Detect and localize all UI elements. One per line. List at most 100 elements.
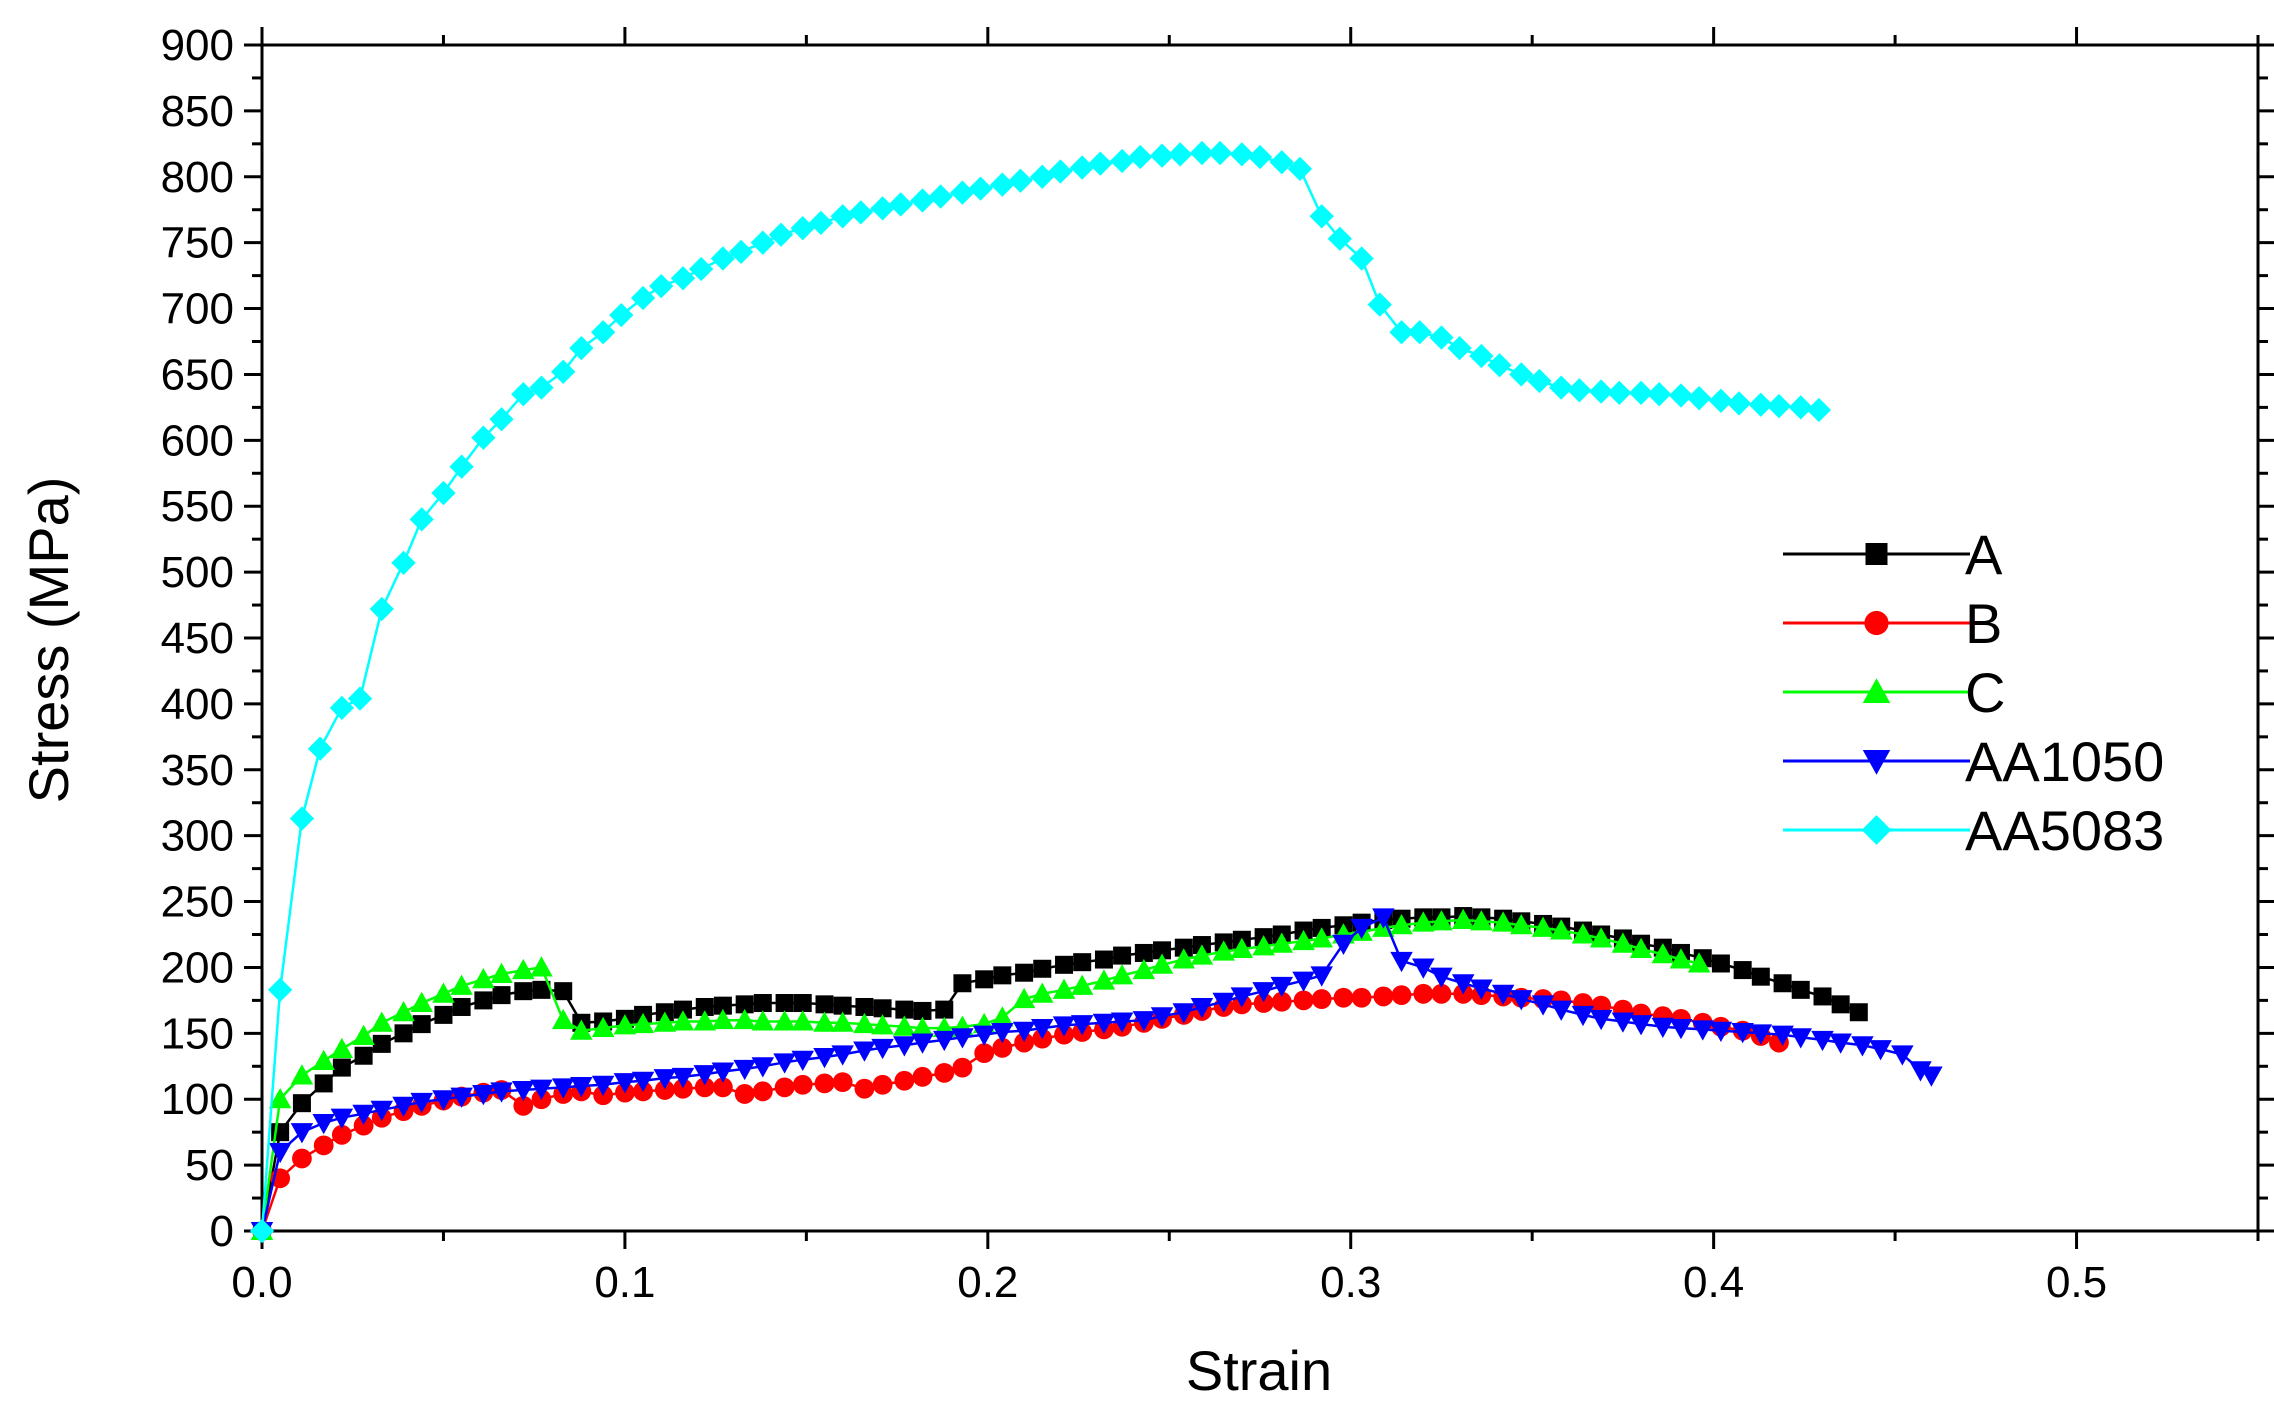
data-point-a <box>1015 963 1034 982</box>
data-point-a <box>1773 974 1792 993</box>
data-point-a <box>895 1000 914 1019</box>
data-point-aa5083 <box>1008 168 1033 193</box>
data-point-aa5083 <box>968 176 993 201</box>
data-point-aa1050 <box>290 1123 314 1144</box>
data-point-aa1050 <box>1669 1019 1693 1040</box>
data-point-aa1050 <box>653 1069 677 1090</box>
data-point-aa5083 <box>848 200 873 225</box>
data-point-c <box>853 1012 876 1034</box>
data-point-c <box>1531 916 1555 937</box>
data-point-aa5083 <box>630 285 656 311</box>
data-point-b <box>1014 1032 1035 1053</box>
legend-item-aa1050: AA1050 <box>1783 730 2164 793</box>
data-point-aa5083 <box>609 302 634 328</box>
y-tick-label: 500 <box>161 548 234 597</box>
data-point-aa1050 <box>512 1080 535 1102</box>
data-point-aa5083 <box>1207 140 1233 166</box>
data-point-c <box>693 1010 716 1031</box>
data-point-a <box>975 970 994 989</box>
data-point-c <box>1252 935 1275 956</box>
data-point-a <box>793 994 812 1013</box>
x-tick-label: 0.2 <box>957 1258 1018 1307</box>
y-axis-title: Stress (MPa) <box>17 477 80 804</box>
data-point-aa5083 <box>1806 397 1832 423</box>
y-tick-label: 50 <box>185 1141 234 1190</box>
data-point-b <box>1373 986 1394 1007</box>
y-tick-label: 450 <box>161 614 234 663</box>
data-point-aa5083 <box>1788 395 1813 420</box>
y-tick-label: 550 <box>161 482 234 531</box>
data-point-aa1050 <box>1531 995 1555 1016</box>
data-point-aa5083 <box>1327 226 1352 251</box>
data-point-b <box>1333 987 1354 1008</box>
data-point-aa1050 <box>1611 1012 1635 1033</box>
data-point-aa5083 <box>409 507 434 532</box>
data-point-c <box>1611 932 1635 953</box>
data-point-aa1050 <box>1270 976 1294 998</box>
data-point-aa5083 <box>590 320 616 345</box>
data-point-aa1050 <box>472 1084 495 1106</box>
data-point-b <box>1413 983 1434 1004</box>
data-point-aa5083 <box>1189 140 1215 166</box>
data-point-aa1050 <box>1132 1011 1156 1032</box>
data-point-b <box>974 1043 995 1063</box>
data-point-aa5083 <box>1229 142 1255 167</box>
data-point-a <box>1153 941 1172 960</box>
data-point-aa5083 <box>990 172 1015 197</box>
data-point-aa5083 <box>1549 375 1574 400</box>
data-point-aa5083 <box>431 480 456 506</box>
data-point-aa1050 <box>1052 1016 1076 1037</box>
data-point-aa1050 <box>1350 918 1373 940</box>
data-point-aa1050 <box>1031 1019 1054 1040</box>
data-point-aa5083 <box>1407 320 1432 345</box>
x-tick-label: 0.5 <box>2046 1258 2107 1307</box>
data-point-a <box>855 997 874 1016</box>
data-point-a <box>1813 987 1832 1006</box>
data-point-b <box>1293 990 1314 1011</box>
data-point-b <box>774 1077 795 1098</box>
data-point-a <box>775 994 794 1013</box>
x-tick-label: 0.1 <box>594 1258 655 1307</box>
series-c <box>250 908 1711 1240</box>
data-point-aa1050 <box>1470 979 1493 1000</box>
y-tick-label: 200 <box>161 943 234 992</box>
data-point-aa5083 <box>1527 368 1552 394</box>
data-point-b <box>654 1080 675 1100</box>
data-point-c <box>530 956 553 977</box>
data-point-a <box>1751 967 1770 986</box>
legend-marker-b <box>1864 610 1889 636</box>
data-point-aa1050 <box>631 1071 655 1093</box>
data-point-b <box>992 1037 1013 1058</box>
data-point-c <box>1150 953 1174 974</box>
data-point-c <box>751 1010 775 1031</box>
legend-item-c: C <box>1783 661 2005 724</box>
data-point-aa1050 <box>773 1053 796 1074</box>
data-point-c <box>432 982 455 1003</box>
data-point-aa5083 <box>808 210 834 236</box>
data-point-a <box>815 995 834 1014</box>
legend-item-aa5083: AA5083 <box>1783 799 2164 862</box>
legend-label-a: A <box>1965 523 2003 586</box>
data-point-c <box>1172 948 1196 969</box>
data-point-aa5083 <box>1708 388 1734 413</box>
data-point-aa1050 <box>1789 1028 1812 1049</box>
data-point-c <box>1451 908 1475 930</box>
data-point-c <box>1687 952 1711 973</box>
data-point-b <box>894 1070 915 1091</box>
x-axis-ticks: 0.0 0.1 0.2 0.3 0.4 0.5 <box>231 27 2260 1307</box>
data-point-a <box>1033 959 1052 978</box>
y-tick-label: 750 <box>161 219 234 268</box>
data-point-c <box>1510 914 1533 935</box>
data-point-aa5083 <box>728 239 754 265</box>
data-point-c <box>1310 927 1333 948</box>
data-point-b <box>934 1062 955 1083</box>
data-point-c <box>893 1015 916 1036</box>
y-tick-label: 100 <box>161 1075 234 1124</box>
data-point-aa1050 <box>1829 1033 1852 1054</box>
data-point-c <box>1669 948 1693 969</box>
y-tick-label: 250 <box>161 878 234 927</box>
data-point-aa1050 <box>972 1025 996 1046</box>
data-point-aa1050 <box>1451 974 1475 995</box>
data-point-aa1050 <box>791 1050 814 1071</box>
